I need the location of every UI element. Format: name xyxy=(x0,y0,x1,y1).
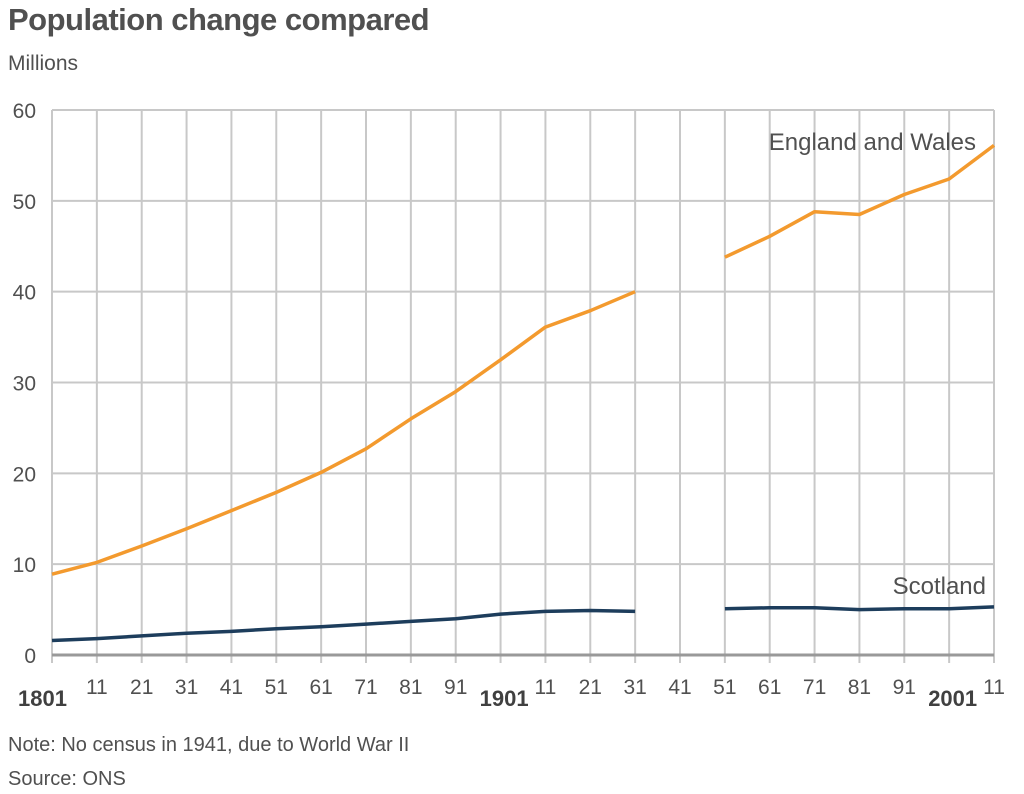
x-tick-label: 21 xyxy=(579,676,602,699)
x-tick-label: 91 xyxy=(893,676,916,699)
y-tick-label: 30 xyxy=(13,373,36,396)
x-tick-label: 11 xyxy=(983,676,1005,699)
x-tick-label: 1901 xyxy=(480,686,529,711)
x-tick-label: 91 xyxy=(444,676,467,699)
series-label-scotland: Scotland xyxy=(893,573,986,600)
y-axis-label: Millions xyxy=(8,52,79,75)
series-line-scotland xyxy=(51,605,995,643)
x-tick-label: 51 xyxy=(713,676,736,699)
x-tick-label: 11 xyxy=(535,676,557,699)
series-label-england-wales: England and Wales xyxy=(769,129,976,156)
x-tick-label: 41 xyxy=(668,676,691,699)
x-tick-label: 31 xyxy=(175,676,198,699)
chart-note: Note: No census in 1941, due to World Wa… xyxy=(8,734,410,756)
x-tick-label: 51 xyxy=(265,676,288,699)
x-tick-label: 71 xyxy=(354,676,377,699)
x-tick-label: 81 xyxy=(399,676,422,699)
y-tick-label: 20 xyxy=(13,463,36,486)
x-tick-label: 61 xyxy=(309,676,332,699)
y-tick-label: 60 xyxy=(13,100,36,123)
series-line-england-wales xyxy=(51,143,996,576)
chart-title: Population change compared xyxy=(8,2,430,37)
x-tick-label: 2001 xyxy=(928,686,977,711)
x-tick-label: 1801 xyxy=(18,686,67,711)
y-tick-label: 0 xyxy=(24,645,36,668)
chart-source: Source: ONS xyxy=(8,768,126,790)
x-tick-label: 31 xyxy=(623,676,646,699)
x-tick-label: 81 xyxy=(848,676,871,699)
x-tick-label: 21 xyxy=(130,676,153,699)
x-tick-label: 61 xyxy=(758,676,781,699)
y-tick-label: 50 xyxy=(13,191,36,214)
x-tick-label: 71 xyxy=(803,676,826,699)
x-tick-label: 41 xyxy=(220,676,243,699)
x-tick-label: 11 xyxy=(86,676,108,699)
y-tick-label: 40 xyxy=(13,282,36,305)
y-tick-label: 10 xyxy=(13,554,36,577)
